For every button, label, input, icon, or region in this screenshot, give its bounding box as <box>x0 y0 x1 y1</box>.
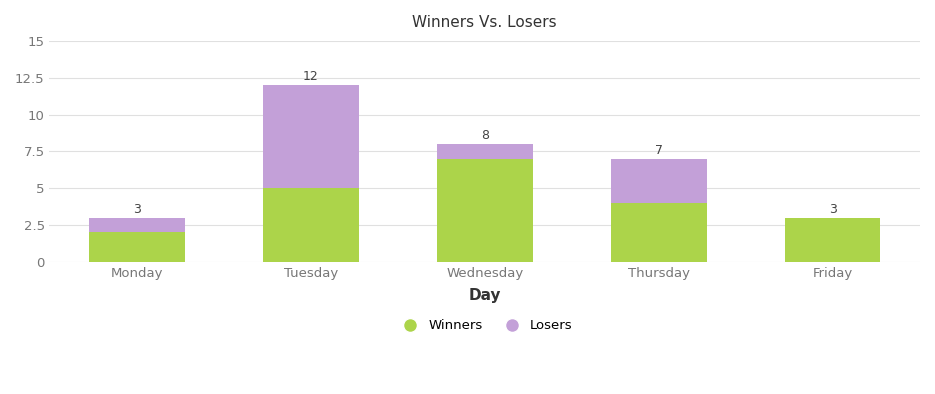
Title: Winners Vs. Losers: Winners Vs. Losers <box>412 15 557 30</box>
Text: 7: 7 <box>654 144 663 157</box>
Bar <box>89 218 185 232</box>
Legend: Winners, Losers: Winners, Losers <box>390 313 580 339</box>
Bar <box>437 144 533 159</box>
Bar <box>437 159 533 262</box>
Bar <box>611 159 707 203</box>
X-axis label: Day: Day <box>468 288 501 303</box>
Bar <box>784 218 881 262</box>
Text: 12: 12 <box>303 70 319 83</box>
Bar <box>263 85 359 188</box>
Bar <box>89 232 185 262</box>
Text: 3: 3 <box>133 203 141 216</box>
Bar <box>263 188 359 262</box>
Text: 3: 3 <box>828 203 837 216</box>
Text: 8: 8 <box>481 129 489 142</box>
Bar <box>611 203 707 262</box>
